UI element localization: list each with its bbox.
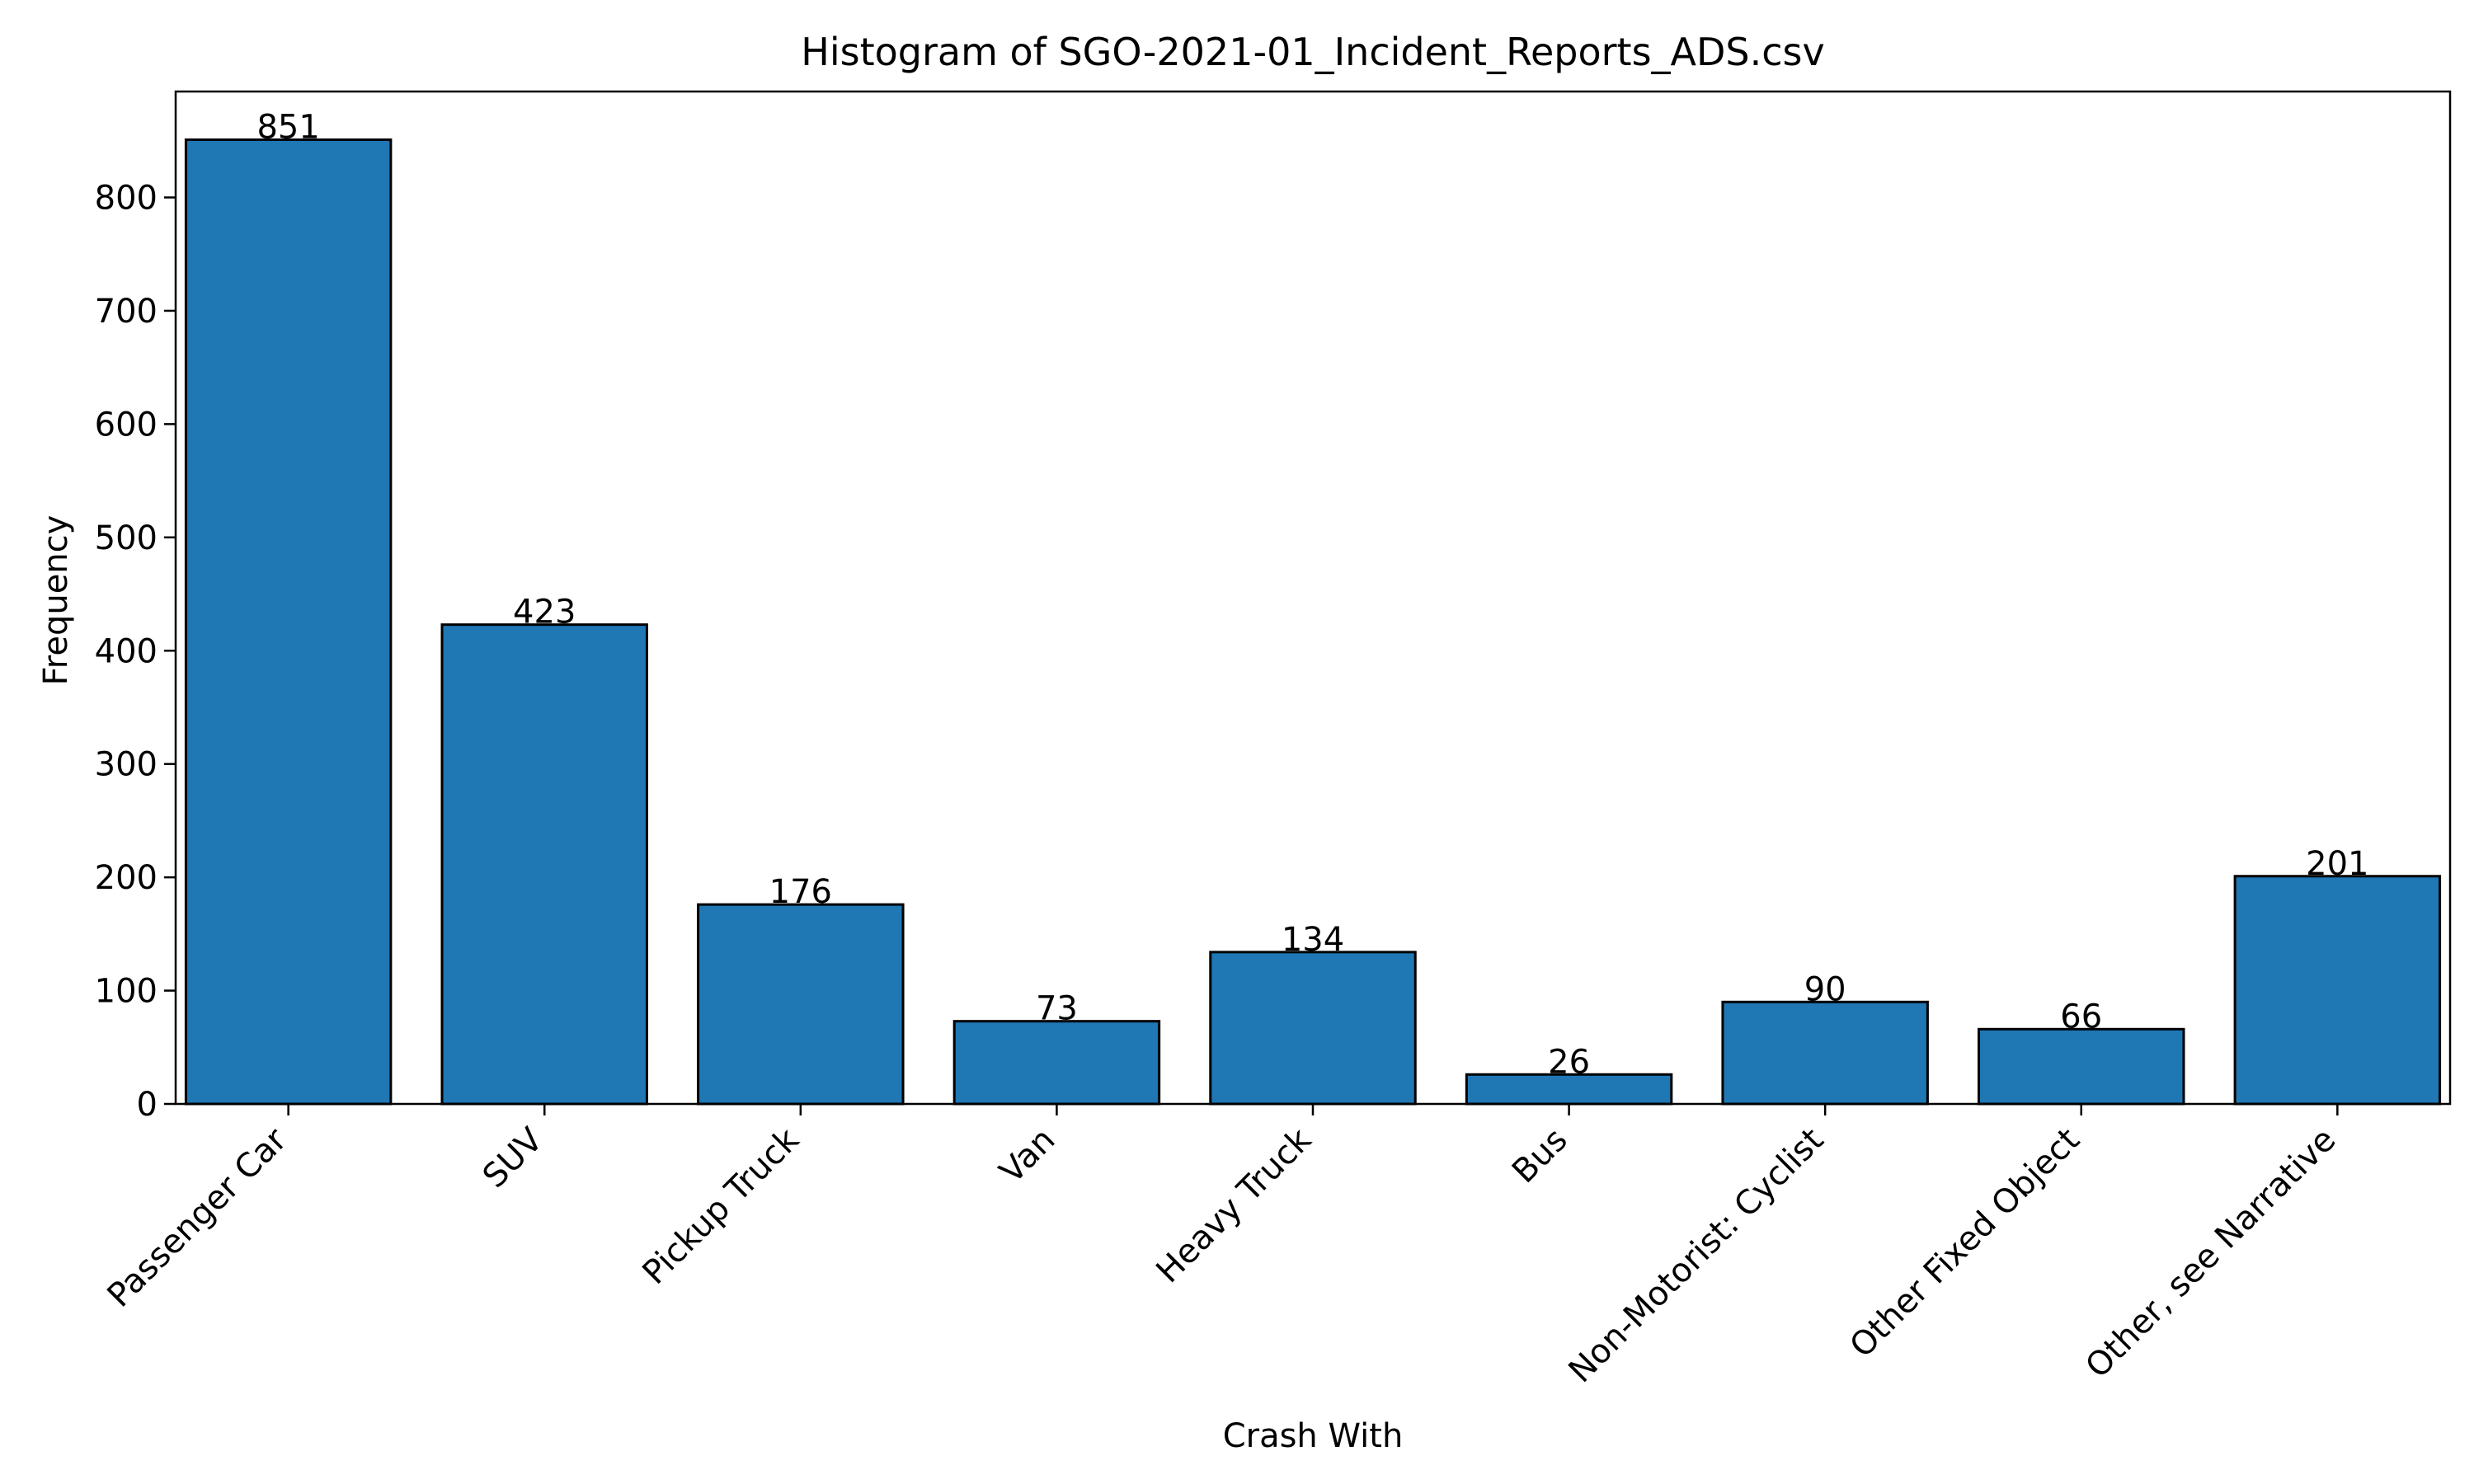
bar [1209, 951, 1417, 1106]
bar-value-label: 201 [2306, 845, 2368, 883]
y-axis-label: Frequency [37, 515, 75, 686]
bar-value-label: 423 [513, 594, 576, 632]
bar [952, 1020, 1161, 1106]
x-axis-label: Crash With [1223, 1417, 1404, 1455]
bar [1721, 1000, 1929, 1106]
y-tick-label: 700 [95, 293, 158, 331]
bar-value-label: 90 [1804, 970, 1846, 1008]
y-tick-label: 0 [137, 1086, 158, 1124]
bar-value-label: 134 [1282, 921, 1344, 959]
bar [1978, 1027, 2185, 1106]
bar-value-label: 73 [1036, 990, 1078, 1028]
y-tick-label: 400 [95, 632, 158, 670]
y-tick-label: 500 [95, 519, 158, 557]
bar [184, 138, 393, 1106]
y-tick-label: 300 [95, 746, 158, 784]
y-tick-label: 200 [95, 859, 158, 897]
bar-value-label: 66 [2060, 998, 2102, 1036]
chart-title: Histogram of SGO-2021-01_Incident_Report… [801, 30, 1824, 74]
bar [2233, 875, 2442, 1106]
bar-value-label: 176 [769, 873, 832, 911]
y-tick-label: 100 [95, 973, 158, 1011]
y-tick-label: 600 [95, 406, 158, 444]
bar [440, 623, 648, 1106]
bar-value-label: 851 [256, 108, 319, 146]
bar [697, 903, 905, 1106]
bar-value-label: 26 [1548, 1043, 1590, 1081]
y-tick-label: 800 [95, 180, 158, 218]
